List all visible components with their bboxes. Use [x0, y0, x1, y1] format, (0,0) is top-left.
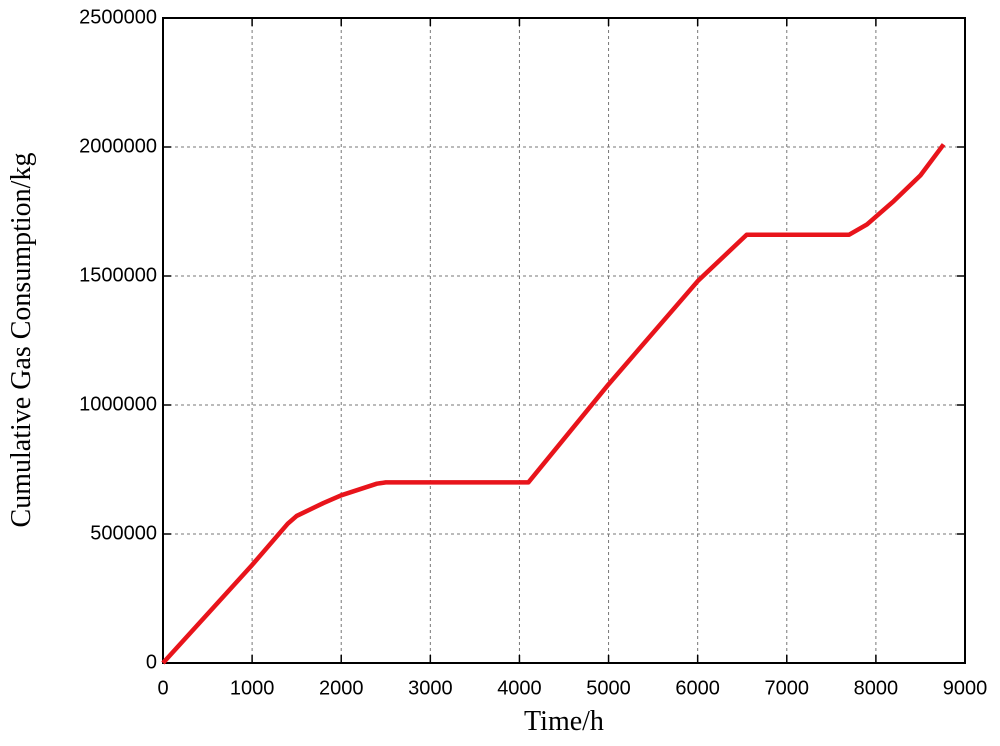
x-tick-label: 3000 [408, 677, 453, 699]
data-line [161, 143, 946, 665]
y-tick-label: 0 [146, 651, 157, 673]
y-tick-label: 1000000 [79, 393, 157, 415]
x-tick-label: 9000 [943, 677, 988, 699]
y-tick-label: 500000 [90, 522, 157, 544]
x-tick-label: 1000 [230, 677, 275, 699]
x-tick-label: 2000 [319, 677, 364, 699]
x-tick-label: 5000 [586, 677, 631, 699]
x-tick-label: 6000 [675, 677, 720, 699]
x-tick-label: 0 [157, 677, 168, 699]
y-tick-label: 1500000 [79, 264, 157, 286]
x-tick-label: 4000 [497, 677, 542, 699]
x-axis-title: Time/h [524, 706, 604, 737]
x-tick-label: 7000 [765, 677, 810, 699]
plot-frame [162, 17, 966, 664]
y-tick-label: 2500000 [79, 6, 157, 28]
x-tick-label: 8000 [854, 677, 899, 699]
y-axis-title: Cumulative Gas Consumption/kg [6, 153, 37, 528]
y-tick-label: 2000000 [79, 135, 157, 157]
